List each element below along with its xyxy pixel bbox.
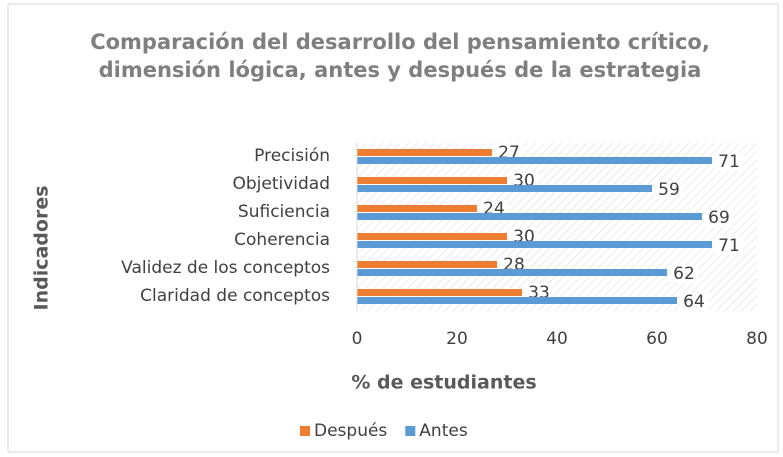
data-label-bg bbox=[680, 293, 708, 311]
y-tick-label: Suficiencia bbox=[238, 202, 330, 222]
y-tick-label: Coherencia bbox=[234, 230, 330, 250]
legend-swatch bbox=[405, 426, 416, 436]
data-label: 71 bbox=[718, 236, 740, 256]
y-tick-label: Claridad de conceptos bbox=[140, 286, 330, 306]
x-tick-label: 20 bbox=[446, 329, 468, 349]
data-label-bg bbox=[715, 237, 743, 255]
y-tick-label: Precisión bbox=[254, 146, 330, 166]
bar bbox=[357, 185, 652, 192]
y-tick-label: Validez de los conceptos bbox=[121, 258, 330, 278]
bar bbox=[357, 177, 507, 184]
data-label: 59 bbox=[658, 180, 680, 200]
bar bbox=[357, 233, 507, 240]
y-tick-label: Objetividad bbox=[232, 174, 330, 194]
bar bbox=[357, 241, 712, 248]
chart-border bbox=[7, 3, 779, 453]
data-label: 64 bbox=[683, 292, 705, 312]
data-label: 62 bbox=[673, 264, 695, 284]
plot-area bbox=[357, 143, 757, 311]
bar bbox=[357, 205, 477, 212]
data-label: 69 bbox=[708, 208, 730, 228]
legend-label: Antes bbox=[419, 421, 468, 441]
bar bbox=[357, 157, 712, 164]
x-axis-label: % de estudiantes bbox=[351, 372, 536, 394]
bar bbox=[357, 261, 497, 268]
data-label-bg bbox=[705, 209, 733, 227]
bar bbox=[357, 297, 677, 304]
x-tick-label: 80 bbox=[746, 329, 768, 349]
bar bbox=[357, 269, 667, 276]
bar bbox=[357, 149, 492, 156]
bar bbox=[357, 213, 702, 220]
legend-label: Después bbox=[314, 421, 387, 441]
x-tick-label: 40 bbox=[546, 329, 568, 349]
data-label: 71 bbox=[718, 152, 740, 172]
data-label-bg bbox=[715, 153, 743, 171]
x-tick-label: 60 bbox=[646, 329, 668, 349]
data-label-bg bbox=[655, 181, 683, 199]
bar bbox=[357, 289, 522, 296]
data-label-bg bbox=[670, 265, 698, 283]
x-tick-label: 0 bbox=[352, 329, 363, 349]
y-axis-label: Indicadores bbox=[31, 185, 53, 310]
legend-swatch bbox=[300, 426, 310, 436]
chart-title: Comparación del desarrollo del pensamien… bbox=[90, 30, 710, 82]
